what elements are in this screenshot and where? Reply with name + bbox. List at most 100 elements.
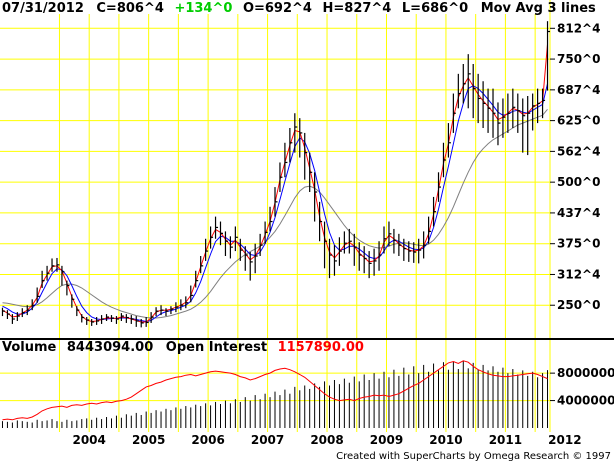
ohlc-bar bbox=[423, 231, 427, 259]
ohlc-bar bbox=[165, 308, 169, 317]
ohlc-bar bbox=[170, 306, 174, 315]
volume-tick-label: 4000000 bbox=[557, 394, 614, 408]
y-tick-label: 250^0 bbox=[557, 298, 600, 312]
ohlc-bar bbox=[289, 128, 293, 163]
ohlc-bar bbox=[452, 93, 456, 133]
header-high: 827^4 bbox=[344, 1, 391, 16]
x-tick-label: 2012 bbox=[548, 433, 581, 447]
ohlc-bar bbox=[145, 317, 149, 327]
ohlc-bar bbox=[135, 316, 139, 327]
ohlc-bar bbox=[502, 98, 506, 138]
ohlc-bar bbox=[150, 312, 154, 323]
moving-average-lines bbox=[2, 44, 548, 323]
ohlc-bar bbox=[522, 98, 526, 153]
x-tick-label: 2010 bbox=[429, 433, 462, 447]
ohlc-bar bbox=[467, 54, 471, 109]
ohlc-bar bbox=[21, 308, 25, 318]
ohlc-bar bbox=[56, 257, 60, 272]
ohlc-bar bbox=[26, 305, 30, 316]
y-axis-ticks: 812^4 750^0 687^4 625^0 562^4 500^0 437^4 375^0… bbox=[550, 21, 600, 312]
ohlc-bar bbox=[378, 241, 382, 271]
ohlc-bar bbox=[205, 238, 209, 261]
x-tick-label: 2006 bbox=[191, 433, 224, 447]
ohlc-bar bbox=[408, 241, 412, 262]
ohlc-bar bbox=[413, 242, 417, 263]
ohlc-bar bbox=[309, 152, 313, 192]
x-tick-label: 2005 bbox=[132, 433, 165, 447]
header-high-label: H= bbox=[323, 1, 345, 16]
credit-text: Created with SuperCharts by Omega Resear… bbox=[336, 451, 611, 462]
ohlc-bar bbox=[105, 314, 110, 321]
y-tick-label: 812^4 bbox=[557, 21, 600, 35]
x-tick-label: 2009 bbox=[370, 433, 403, 447]
ohlc-bar bbox=[527, 96, 531, 156]
ohlc-bar bbox=[299, 118, 303, 158]
ohlc-bar bbox=[472, 64, 476, 119]
open-interest-value: 1157890.00 bbox=[278, 340, 364, 355]
ohlc-bar bbox=[294, 113, 298, 153]
ohlc-bar bbox=[462, 64, 466, 104]
ohlc-bar bbox=[487, 88, 491, 133]
x-tick-label: 2004 bbox=[72, 433, 105, 447]
ohlc-bar bbox=[437, 172, 442, 202]
ohlc-bar bbox=[115, 316, 119, 324]
y-tick-label: 625^0 bbox=[557, 114, 600, 128]
ohlc-bar bbox=[86, 317, 90, 325]
ohlc-bar bbox=[532, 93, 536, 131]
ohlc-bar bbox=[477, 73, 481, 124]
y-tick-label: 562^4 bbox=[557, 144, 600, 158]
ohlc-bar bbox=[195, 270, 199, 288]
ohlc-bar bbox=[284, 142, 288, 178]
ohlc-bar bbox=[71, 294, 75, 308]
ohlc-bar bbox=[383, 226, 387, 254]
ohlc-bar bbox=[100, 315, 105, 324]
y-tick-label: 437^4 bbox=[557, 206, 600, 220]
y-tick-label: 687^4 bbox=[557, 83, 600, 97]
header-close-label: C= bbox=[96, 1, 116, 16]
ohlc-bar bbox=[338, 237, 342, 266]
ohlc-bar bbox=[497, 102, 501, 146]
y-tick-label: 500^0 bbox=[557, 175, 600, 189]
ohlc-bar bbox=[482, 81, 486, 128]
header-open-label: O= bbox=[243, 1, 265, 16]
ohlc-bar bbox=[46, 265, 50, 281]
y-tick-label: 375^0 bbox=[557, 237, 600, 251]
ohlc-bar bbox=[358, 242, 362, 271]
ohlc-bar bbox=[512, 88, 516, 128]
volume-tick-label: 8000000 bbox=[557, 366, 614, 380]
ohlc-bar bbox=[304, 132, 308, 180]
ma-short-line bbox=[2, 44, 548, 323]
ma-mid-line bbox=[2, 83, 548, 323]
ohlc-bar bbox=[209, 226, 214, 249]
ohlc-bar bbox=[373, 248, 377, 276]
ohlc-bar bbox=[81, 314, 85, 323]
ohlc-bar bbox=[418, 238, 422, 264]
ohlc-bar bbox=[447, 123, 451, 158]
price-header: 07/31/2012 C=806^4 +134^0 O=692^4 H=827^… bbox=[2, 1, 596, 16]
ohlc-bar bbox=[363, 246, 367, 274]
ohlc-bar bbox=[244, 246, 248, 271]
ohlc-bar bbox=[229, 236, 233, 259]
ohlc-bar bbox=[274, 187, 278, 217]
ohlc-bar bbox=[432, 196, 437, 227]
ohlc-bar bbox=[398, 233, 402, 256]
ohlc-bar bbox=[11, 314, 15, 324]
ohlc-bar bbox=[130, 315, 134, 324]
volume-label: Volume bbox=[2, 340, 57, 355]
ohlc-bar bbox=[259, 233, 263, 256]
ohlc-bar bbox=[348, 228, 352, 254]
volume-separator bbox=[0, 338, 614, 340]
ohlc-bar bbox=[16, 312, 20, 321]
ohlc-bar bbox=[388, 221, 392, 247]
y-tick-label: 312^4 bbox=[557, 267, 600, 281]
ohlc-bar bbox=[546, 21, 551, 91]
ohlc-bar bbox=[507, 93, 511, 133]
ohlc-bar bbox=[125, 314, 129, 323]
ohlc-bar bbox=[328, 238, 333, 279]
ohlc-bar bbox=[120, 313, 124, 321]
ohlc-bar bbox=[279, 162, 283, 192]
x-tick-label: 2008 bbox=[310, 433, 343, 447]
ohlc-bar bbox=[155, 307, 159, 317]
ohlc-bar bbox=[492, 88, 496, 138]
volume-bars bbox=[1, 360, 549, 428]
